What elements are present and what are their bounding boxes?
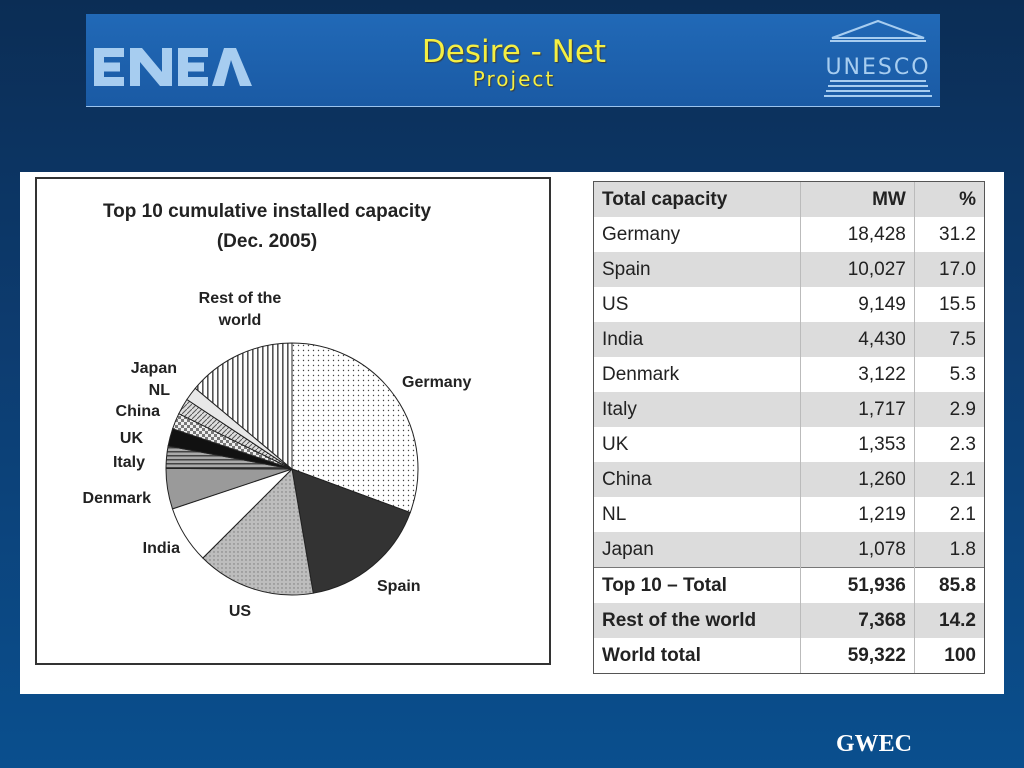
table-row: US 9,149 15.5 bbox=[594, 287, 984, 322]
mw-cell: 1,219 bbox=[800, 497, 915, 532]
mw-cell: 3,122 bbox=[800, 357, 915, 392]
table-row: China 1,260 2.1 bbox=[594, 462, 984, 497]
country-cell: Italy bbox=[594, 392, 801, 427]
capacity-table: Total capacity MW% Germany 18,428 31.2 Spain 1… bbox=[593, 181, 985, 674]
table-row: Germany 18,428 31.2 bbox=[594, 217, 984, 252]
pie-slice-us bbox=[202, 467, 314, 596]
mw-cell: 1,717 bbox=[800, 392, 915, 427]
percent-cell: 17.0 bbox=[914, 252, 984, 287]
country-cell: Spain bbox=[594, 252, 801, 287]
pie-label-us: US bbox=[229, 603, 252, 620]
source-credit: GWEC bbox=[836, 731, 913, 757]
percent-cell: 2.1 bbox=[914, 462, 984, 497]
percent-cell: 2.3 bbox=[949, 433, 976, 455]
percent-cell: 1.8 bbox=[914, 532, 984, 568]
mw-cell: 18,428 bbox=[800, 217, 915, 252]
mw-cell: 1,078 bbox=[800, 532, 915, 568]
percent-cell: 2.1 bbox=[949, 503, 976, 525]
header-country-cell: Total capacity bbox=[594, 182, 801, 217]
table-row: Japan 1,078 1.8 bbox=[594, 532, 984, 568]
pie-chart: Top 10 cumulative installed capacity (De… bbox=[83, 201, 472, 620]
percent-cell: 5.3 bbox=[949, 363, 976, 385]
table-row: India 4,430 7.5 bbox=[594, 322, 984, 357]
mw-cell: 10,027 bbox=[800, 252, 915, 287]
table-row: World total 59,322 100 bbox=[594, 638, 984, 673]
country-cell: Denmark bbox=[594, 357, 801, 392]
percent-cell: 15.5 bbox=[939, 293, 976, 315]
pie-label-germany: Germany bbox=[402, 374, 471, 391]
table-row: Top 10 – Total 51,936 85.8 bbox=[594, 567, 984, 603]
mw-cell: 1,260 bbox=[800, 462, 915, 497]
chart-title: Top 10 cumulative installed capacity bbox=[103, 201, 431, 222]
pie-slices bbox=[165, 342, 419, 596]
pie-label-japan: Japan bbox=[131, 360, 177, 377]
pie-label-italy: Italy bbox=[113, 454, 145, 471]
header-mw-cell: MW bbox=[800, 182, 915, 217]
country-cell: World total bbox=[594, 638, 801, 673]
content-panel: Top 10 cumulative installed capacity (De… bbox=[20, 172, 1004, 694]
unesco-logo: UNESCO bbox=[824, 19, 932, 97]
table-row: UK 1,353 2.3 bbox=[594, 427, 984, 462]
pie-label-china: China bbox=[116, 403, 161, 420]
mw-cell: 59,322 bbox=[800, 638, 915, 673]
chart-subtitle: (Dec. 2005) bbox=[217, 231, 317, 252]
country-cell: NL bbox=[594, 497, 801, 532]
pie-label-uk: UK bbox=[120, 430, 144, 447]
table-row: Spain 10,027 17.0 bbox=[594, 252, 984, 287]
header-banner: Desire - Net Project UNESCO bbox=[86, 14, 940, 107]
unesco-logo-text: UNESCO bbox=[825, 55, 930, 80]
country-cell: Top 10 – Total bbox=[594, 567, 801, 603]
mw-cell: 7,368 bbox=[800, 603, 915, 638]
percent-cell: 14.2 bbox=[914, 603, 984, 638]
mw-cell: 51,936 bbox=[800, 567, 915, 603]
pie-chart-frame: Top 10 cumulative installed capacity (De… bbox=[35, 177, 551, 665]
country-cell: Japan bbox=[594, 532, 801, 568]
percent-cell: 85.8 bbox=[914, 567, 984, 603]
banner-subtitle: Project bbox=[472, 67, 556, 91]
pie-label-denmark: Denmark bbox=[83, 490, 152, 507]
country-cell: US bbox=[594, 287, 801, 322]
country-cell: Germany bbox=[594, 217, 801, 252]
table-row: Rest of the world 7,368 14.2 bbox=[594, 603, 984, 638]
table-row: Italy 1,717 2.9 bbox=[594, 392, 984, 427]
table-header-row: Total capacity MW% bbox=[594, 182, 984, 217]
country-cell: Rest of the world bbox=[594, 603, 801, 638]
country-cell: UK bbox=[594, 427, 801, 462]
mw-cell: 4,430 bbox=[800, 322, 915, 357]
pie-label-rest-of-the-world: Rest of the world bbox=[199, 290, 282, 329]
pie-label-nl: NL bbox=[149, 382, 171, 399]
mw-cell: 9,149 bbox=[800, 287, 915, 322]
table-row: NL 1,219 2.1 bbox=[594, 497, 984, 532]
percent-cell: 31.2 bbox=[939, 223, 976, 245]
table-row: Denmark 3,122 5.3 bbox=[594, 357, 984, 392]
country-cell: India bbox=[594, 322, 801, 357]
pie-slice-spain bbox=[291, 468, 411, 594]
percent-cell: 7.5 bbox=[914, 322, 984, 357]
pie-slice-rest-of-the-world bbox=[194, 342, 293, 471]
mw-cell: 1,353 bbox=[800, 427, 915, 462]
country-cell: China bbox=[594, 462, 801, 497]
percent-cell: 2.9 bbox=[914, 392, 984, 427]
pie-slice-germany bbox=[291, 342, 419, 514]
header-percent-cell: % bbox=[914, 182, 984, 217]
pie-label-spain: Spain bbox=[377, 578, 421, 595]
percent-cell: 100 bbox=[944, 644, 976, 666]
banner-title: Desire - Net bbox=[421, 34, 607, 70]
enea-logo bbox=[94, 48, 252, 86]
pie-labels: Germany Spain US India Denmark Italy UK China NL… bbox=[83, 290, 472, 620]
pie-label-india: India bbox=[143, 540, 180, 557]
